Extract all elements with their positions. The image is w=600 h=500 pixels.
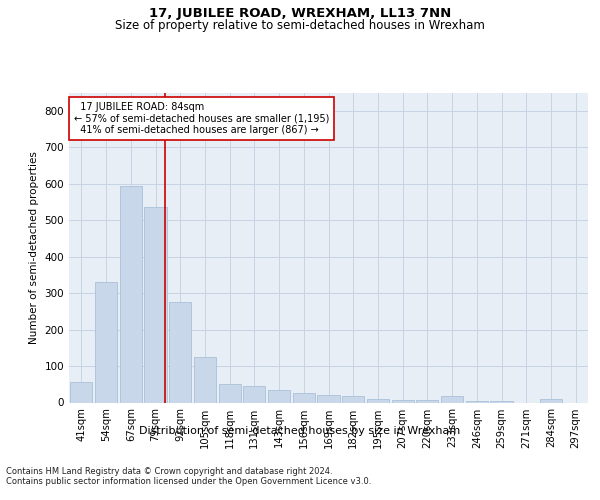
Bar: [95, 282, 117, 403]
Text: Contains HM Land Registry data © Crown copyright and database right 2024.: Contains HM Land Registry data © Crown c…: [6, 468, 332, 476]
Bar: [268, 390, 290, 402]
Bar: [218, 384, 241, 402]
Bar: [293, 394, 315, 402]
Bar: [145, 208, 167, 402]
Bar: [392, 400, 414, 402]
Bar: [317, 395, 340, 402]
Y-axis label: Number of semi-detached properties: Number of semi-detached properties: [29, 151, 39, 344]
Bar: [243, 386, 265, 402]
Text: Contains public sector information licensed under the Open Government Licence v3: Contains public sector information licen…: [6, 478, 371, 486]
Bar: [70, 382, 92, 402]
Bar: [490, 400, 512, 402]
Text: 17, JUBILEE ROAD, WREXHAM, LL13 7NN: 17, JUBILEE ROAD, WREXHAM, LL13 7NN: [149, 8, 451, 20]
Text: Distribution of semi-detached houses by size in Wrexham: Distribution of semi-detached houses by …: [139, 426, 461, 436]
Bar: [441, 396, 463, 402]
Bar: [466, 400, 488, 402]
Bar: [119, 186, 142, 402]
Bar: [342, 396, 364, 402]
Bar: [540, 399, 562, 402]
Bar: [367, 399, 389, 402]
Text: 17 JUBILEE ROAD: 84sqm
← 57% of semi-detached houses are smaller (1,195)
  41% o: 17 JUBILEE ROAD: 84sqm ← 57% of semi-det…: [74, 102, 329, 135]
Bar: [416, 400, 439, 402]
Bar: [169, 302, 191, 402]
Text: Size of property relative to semi-detached houses in Wrexham: Size of property relative to semi-detach…: [115, 18, 485, 32]
Bar: [194, 357, 216, 403]
